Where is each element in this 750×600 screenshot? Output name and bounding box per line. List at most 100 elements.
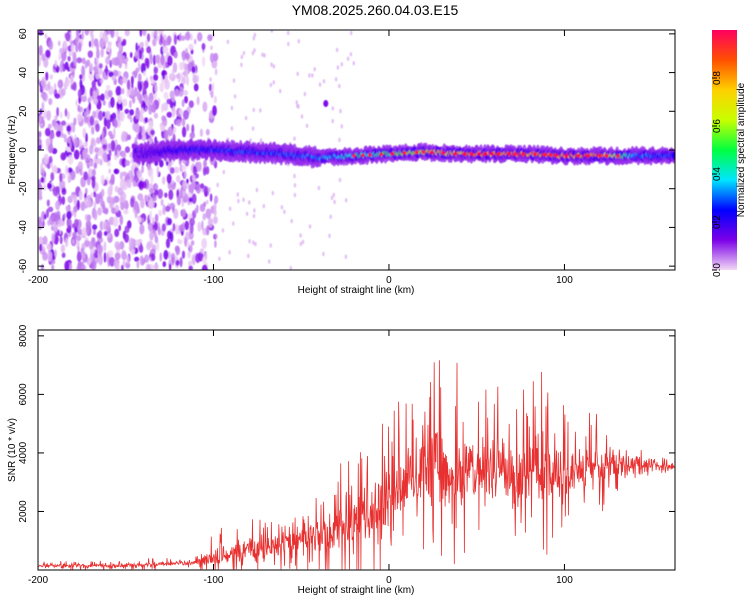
noise-speckle xyxy=(120,55,126,64)
noise-speckle xyxy=(38,30,44,36)
noise-speckle xyxy=(42,92,48,102)
signal-peak xyxy=(598,154,602,158)
noise-speckle xyxy=(297,39,300,44)
noise-speckle xyxy=(114,252,121,260)
noise-speckle xyxy=(333,199,336,205)
noise-speckle xyxy=(83,141,88,148)
noise-speckle xyxy=(46,208,49,219)
noise-speckle xyxy=(145,263,151,270)
noise-speckle xyxy=(39,243,43,252)
signal-peak xyxy=(469,152,474,156)
noise-speckle xyxy=(64,78,70,87)
noise-speckle xyxy=(139,41,144,48)
signal-peak xyxy=(521,152,525,156)
noise-speckle xyxy=(93,191,97,198)
noise-speckle xyxy=(182,109,189,120)
noise-speckle xyxy=(106,252,109,263)
noise-speckle xyxy=(172,62,178,73)
noise-speckle xyxy=(287,30,290,36)
noise-speckle xyxy=(139,133,143,140)
noise-speckle xyxy=(47,219,51,226)
noise-speckle xyxy=(98,110,103,121)
noise-speckle xyxy=(53,83,57,90)
noise-speckle xyxy=(73,117,77,126)
noise-speckle xyxy=(92,224,98,230)
noise-speckle xyxy=(329,214,332,219)
noise-speckle xyxy=(50,162,53,168)
noise-speckle xyxy=(124,160,130,166)
noise-speckle xyxy=(334,77,338,82)
noise-speckle xyxy=(38,55,41,67)
noise-speckle xyxy=(152,192,156,202)
noise-speckle xyxy=(149,230,154,241)
noise-speckle xyxy=(85,132,88,144)
noise-speckle xyxy=(80,201,86,211)
noise-speckle xyxy=(90,30,93,37)
noise-speckle xyxy=(155,54,160,64)
noise-speckle xyxy=(160,55,165,66)
noise-speckle xyxy=(175,73,180,79)
noise-speckle xyxy=(95,73,101,80)
noise-speckle xyxy=(59,47,65,54)
signal-peak xyxy=(462,152,467,156)
noise-speckle xyxy=(98,68,103,75)
noise-speckle xyxy=(107,250,114,258)
noise-speckle xyxy=(179,256,183,268)
noise-speckle xyxy=(86,194,92,201)
spectrogram-y-label: Frequency (Hz) xyxy=(7,116,18,185)
noise-speckle xyxy=(120,88,125,95)
noise-speckle xyxy=(72,232,77,241)
noise-speckle xyxy=(232,221,235,226)
noise-speckle xyxy=(270,30,274,33)
noise-speckle xyxy=(46,243,52,251)
noise-speckle xyxy=(233,94,237,99)
noise-speckle xyxy=(87,214,92,221)
noise-speckle xyxy=(283,209,286,214)
noise-speckle xyxy=(190,240,195,246)
noise-speckle xyxy=(124,233,130,243)
noise-speckle xyxy=(332,192,335,198)
noise-speckle xyxy=(136,169,142,179)
noise-speckle xyxy=(63,213,66,220)
noise-speckle xyxy=(76,251,82,263)
noise-speckle xyxy=(293,183,297,188)
noise-speckle xyxy=(138,181,144,189)
noise-speckle xyxy=(71,238,75,245)
noise-speckle xyxy=(111,75,117,81)
noise-speckle xyxy=(69,141,72,149)
noise-speckle xyxy=(38,115,43,123)
noise-speckle xyxy=(68,225,72,231)
noise-speckle xyxy=(53,211,59,222)
noise-speckle xyxy=(51,148,58,155)
noise-speckle xyxy=(84,240,90,246)
noise-speckle xyxy=(138,63,141,71)
noise-speckle xyxy=(189,33,193,41)
y-tick-label: 20 xyxy=(18,105,29,117)
noise-speckle xyxy=(161,103,164,113)
noise-speckle xyxy=(201,220,204,231)
noise-speckle xyxy=(150,248,156,256)
noise-speckle xyxy=(202,56,206,67)
noise-speckle xyxy=(197,32,203,42)
noise-speckle xyxy=(168,189,174,200)
noise-speckle xyxy=(293,136,296,141)
noise-speckle xyxy=(122,260,126,267)
noise-speckle xyxy=(296,71,299,77)
y-tick-label: 4000 xyxy=(18,441,29,464)
noise-speckle xyxy=(303,91,307,97)
noise-speckle xyxy=(141,217,145,223)
signal-peak xyxy=(361,153,365,158)
noise-speckle xyxy=(152,217,155,225)
noise-speckle xyxy=(127,134,131,141)
noise-speckle xyxy=(65,205,71,212)
noise-speckle xyxy=(193,83,199,92)
noise-speckle xyxy=(199,164,202,169)
noise-speckle xyxy=(118,224,122,231)
noise-speckle xyxy=(186,76,189,86)
noise-speckle xyxy=(242,51,246,56)
noise-speckle xyxy=(330,195,334,201)
noise-speckle xyxy=(89,62,94,73)
noise-speckle xyxy=(38,131,42,138)
spectrogram-marks xyxy=(38,30,675,270)
noise-speckle xyxy=(240,62,243,67)
